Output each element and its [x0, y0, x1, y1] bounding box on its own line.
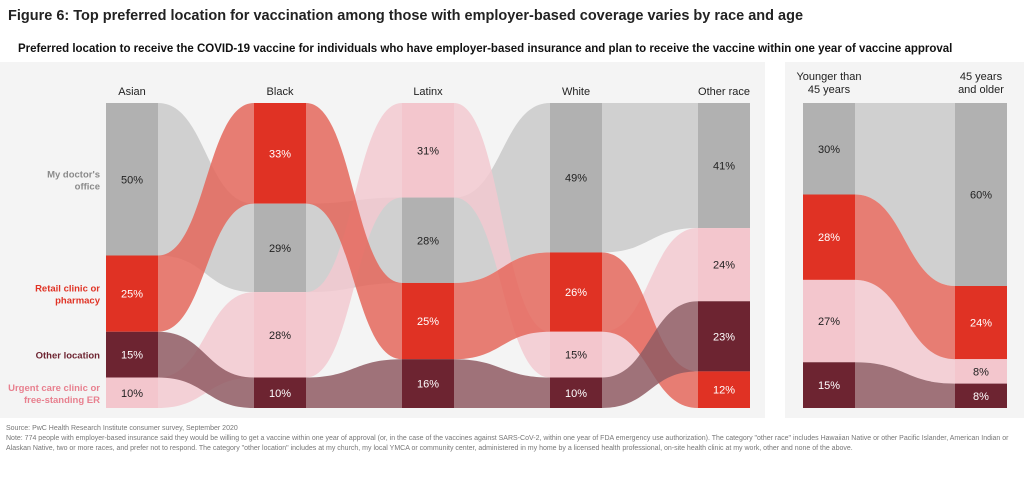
- column-header: Latinx: [413, 86, 443, 98]
- data-label-other: 8%: [973, 391, 989, 403]
- data-label-doctor: 28%: [417, 235, 439, 247]
- flow-other: [855, 362, 955, 408]
- data-label-urgent: 24%: [713, 260, 735, 272]
- column-header: 45 years and older: [958, 71, 1004, 96]
- bar-urgent: [550, 331, 602, 378]
- source-note: Source: PwC Health Research Institute co…: [6, 424, 1011, 454]
- data-label-retail: 28%: [818, 232, 840, 244]
- bar-other: [550, 377, 602, 408]
- bar-urgent: [106, 377, 158, 408]
- category-label-other: Other location: [36, 351, 101, 362]
- data-label-urgent: 15%: [565, 350, 587, 362]
- flow-retail: [454, 252, 550, 360]
- column-header: White: [562, 86, 590, 98]
- bar-doctor: [803, 103, 855, 195]
- bar-retail: [254, 103, 306, 204]
- data-label-other: 15%: [818, 380, 840, 392]
- bar-urgent: [402, 103, 454, 198]
- flow-urgent: [602, 228, 698, 378]
- bar-retail: [402, 282, 454, 360]
- source-text: Source: PwC Health Research Institute co…: [6, 425, 238, 432]
- flow-doctor: [602, 103, 698, 253]
- data-label-doctor: 30%: [818, 144, 840, 156]
- column-header: Asian: [118, 86, 146, 98]
- bar-urgent: [803, 279, 855, 363]
- chart-subtitle: Preferred location to receive the COVID-…: [18, 43, 953, 55]
- data-label-other: 15%: [121, 350, 143, 362]
- bar-retail: [955, 286, 1007, 360]
- bar-other: [402, 359, 454, 408]
- category-label-retail: Retail clinic or pharmacy: [35, 284, 101, 307]
- data-label-retail: 24%: [970, 318, 992, 330]
- bar-other: [803, 362, 855, 408]
- data-label-retail: 26%: [565, 287, 587, 299]
- data-label-other: 23%: [713, 331, 735, 343]
- data-label-urgent: 31%: [417, 145, 439, 157]
- column-header: Black: [267, 86, 294, 98]
- bar-other: [254, 377, 306, 408]
- flow-retail: [306, 103, 402, 360]
- data-label-doctor: 41%: [713, 161, 735, 173]
- bar-doctor: [955, 103, 1007, 286]
- data-label-doctor: 49%: [565, 173, 587, 185]
- bar-urgent: [254, 292, 306, 378]
- flow-other: [602, 301, 698, 408]
- data-label-urgent: 28%: [269, 330, 291, 342]
- category-label-urgent: Urgent care clinic or free-standing ER: [8, 383, 100, 406]
- bar-retail: [698, 371, 750, 408]
- flow-other: [454, 359, 550, 408]
- note-text: Note: 774 people with employer-based ins…: [6, 435, 1009, 452]
- bar-doctor: [254, 203, 306, 293]
- data-label-other: 10%: [269, 388, 291, 400]
- figure-title: Figure 6: Top preferred location for vac…: [8, 8, 804, 24]
- data-label-other: 10%: [565, 388, 587, 400]
- flow-retail: [158, 103, 254, 332]
- data-label-retail: 33%: [269, 148, 291, 160]
- data-label-urgent: 10%: [121, 388, 143, 400]
- bar-urgent: [955, 359, 1007, 384]
- column-header: Other race: [698, 86, 750, 98]
- bar-doctor: [402, 197, 454, 283]
- flow-retail: [855, 194, 955, 360]
- bar-doctor: [698, 103, 750, 229]
- bar-doctor: [550, 103, 602, 253]
- bar-urgent: [698, 228, 750, 302]
- flow-urgent: [855, 279, 955, 384]
- bar-retail: [550, 252, 602, 332]
- data-label-retail: 25%: [121, 289, 143, 301]
- flow-other: [158, 331, 254, 408]
- flow-other: [306, 359, 402, 408]
- data-label-retail: 12%: [713, 385, 735, 397]
- flow-doctor: [855, 103, 955, 286]
- data-label-doctor: 50%: [121, 174, 143, 186]
- flow-doctor: [454, 103, 550, 283]
- data-label-other: 16%: [417, 379, 439, 391]
- data-label-doctor: 29%: [269, 243, 291, 255]
- bar-other: [106, 331, 158, 378]
- bar-other: [955, 383, 1007, 408]
- bar-doctor: [106, 103, 158, 256]
- data-label-urgent: 27%: [818, 316, 840, 328]
- category-label-doctor: My doctor's office: [47, 169, 100, 192]
- data-label-doctor: 60%: [970, 190, 992, 202]
- bar-retail: [803, 194, 855, 280]
- data-label-urgent: 8%: [973, 366, 989, 378]
- bar-other: [698, 301, 750, 372]
- bar-retail: [106, 255, 158, 332]
- column-header: Younger than 45 years: [796, 71, 861, 96]
- data-label-retail: 25%: [417, 316, 439, 328]
